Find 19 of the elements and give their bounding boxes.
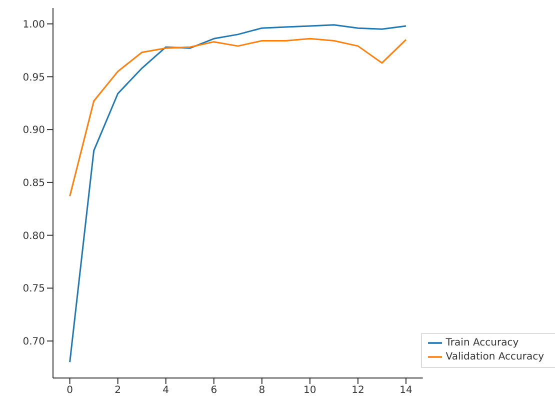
line-series: [69, 38, 407, 197]
y-tick-label: 0.85: [22, 178, 45, 189]
y-tick-label: 0.70: [22, 336, 45, 348]
legend-label: Validation Accuracy: [446, 352, 544, 363]
line-series: [69, 24, 407, 363]
x-tick-label: 10: [304, 385, 316, 396]
x-tick-label: 4: [162, 385, 170, 396]
legend-label: Train Accuracy: [446, 337, 519, 348]
x-tick-label: 14: [400, 385, 412, 396]
y-tick-label: 0.80: [22, 230, 45, 242]
x-tick-label: 6: [210, 385, 218, 396]
x-tick-label: 12: [352, 385, 364, 396]
y-tick-label: 0.75: [22, 284, 45, 295]
y-tick-label: 0.95: [22, 72, 45, 84]
y-tick-label: 1.00: [22, 19, 45, 30]
y-tick-label: 0.90: [22, 125, 45, 136]
x-tick-label: 8: [258, 385, 266, 396]
x-tick-label: 2: [114, 385, 122, 396]
x-tick-label: 0: [66, 385, 73, 396]
